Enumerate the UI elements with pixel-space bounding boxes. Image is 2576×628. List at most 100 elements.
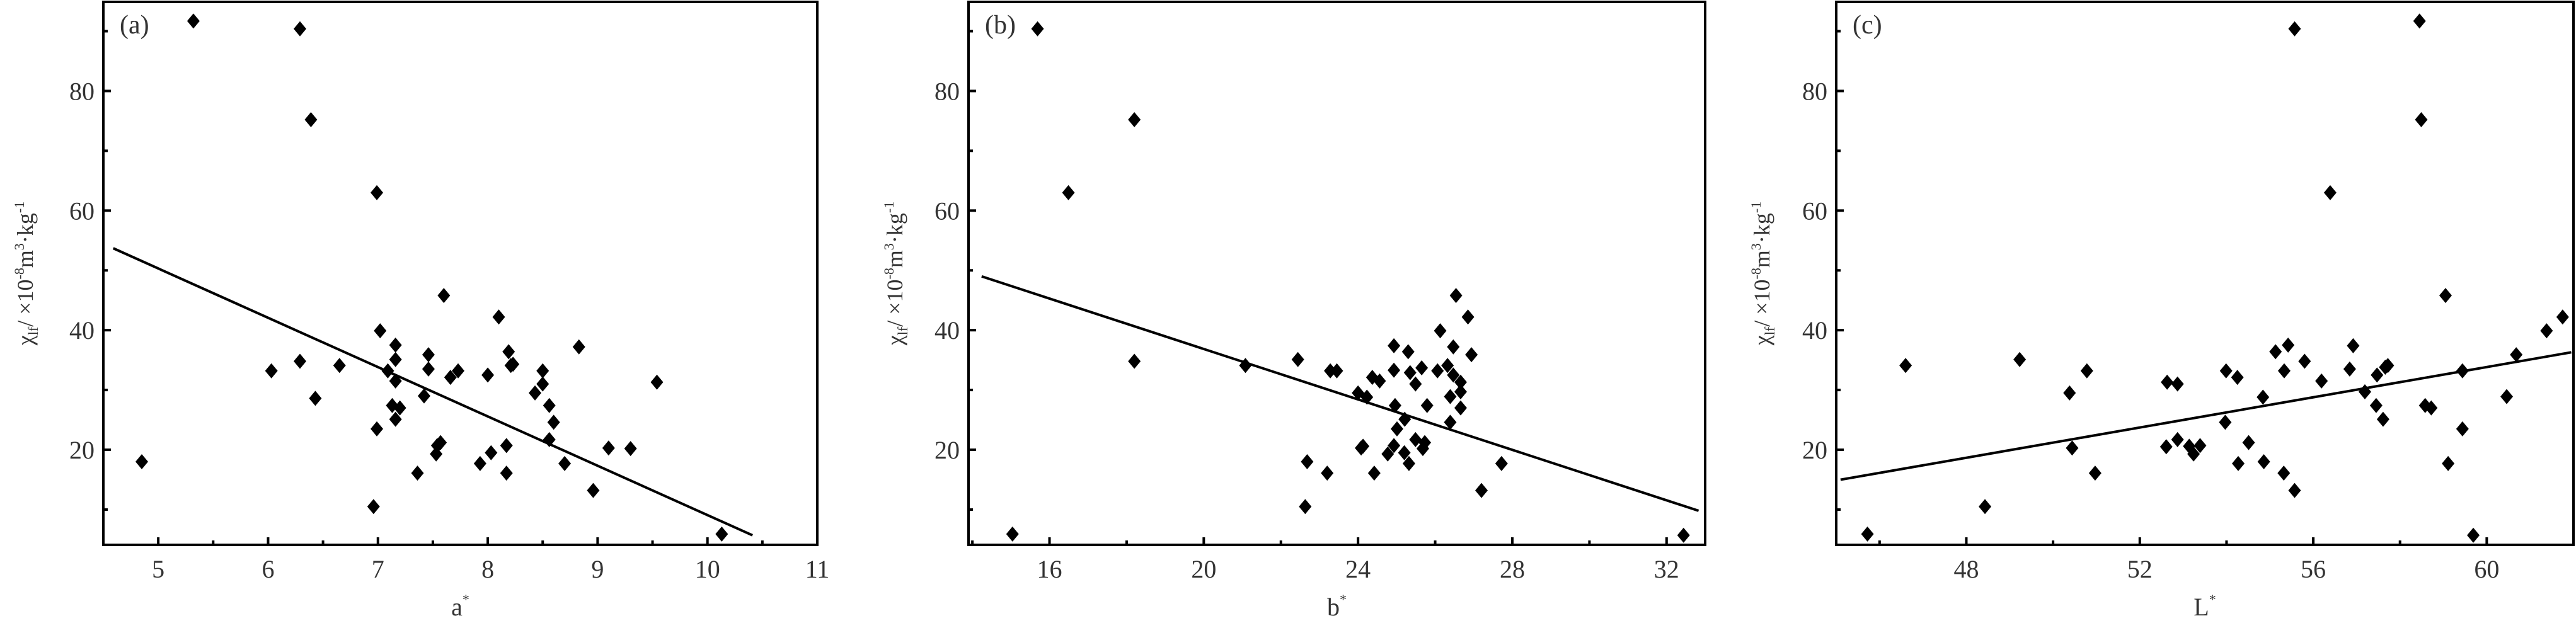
y-axis-label-part: -8 — [11, 268, 27, 279]
data-point — [1239, 358, 1252, 374]
data-point — [543, 397, 556, 413]
x-tick-label: 52 — [2127, 555, 2153, 583]
data-point — [1899, 358, 1912, 374]
data-point — [1677, 527, 1690, 543]
plot-frame — [1835, 1, 2575, 546]
data-point — [1431, 363, 1444, 379]
data-point — [1475, 482, 1488, 498]
data-point — [536, 363, 549, 379]
y-axis-label-part: lf — [895, 326, 911, 335]
y-axis-label-part: ·kg — [882, 213, 907, 243]
data-point — [265, 363, 278, 379]
data-point — [650, 374, 664, 390]
data-point — [1357, 438, 1370, 454]
data-point — [2323, 185, 2337, 200]
data-point — [2376, 411, 2389, 427]
data-point — [371, 185, 384, 200]
data-point — [2013, 351, 2027, 367]
data-point — [2467, 527, 2480, 543]
data-point — [2510, 347, 2523, 363]
x-axis-label-main: b — [1327, 593, 1340, 621]
x-tick-label: 11 — [805, 555, 830, 583]
y-axis-label-part: 3 — [1748, 243, 1764, 250]
data-point — [1031, 21, 1044, 37]
data-point — [2282, 337, 2295, 353]
y-axis-label-part: ·kg — [13, 213, 38, 243]
regression-line — [981, 275, 1699, 512]
x-axis-label: L* — [2194, 591, 2216, 621]
data-point — [1403, 365, 1417, 380]
y-axis-label-part: 3 — [881, 243, 897, 250]
data-point — [393, 400, 406, 416]
data-point — [2298, 353, 2311, 369]
y-axis-label-part: / ×10 — [1749, 279, 1774, 326]
panel-b: 20 40 60 80 16 20 24 28 32 b* χlf/ ×10-8m3·kg-1 (b) — [881, 1, 1706, 621]
y-axis-label-part: lf — [1762, 326, 1778, 335]
data-point — [2171, 431, 2184, 447]
y-axis-label-part: lf — [25, 326, 41, 335]
plot-frame — [102, 1, 819, 546]
y-axis-label-part: -1 — [881, 202, 897, 213]
panel-c: 20 40 60 80 48 52 56 60 L* χlf/ ×10-8m3·kg-1 (c) — [1748, 1, 2575, 621]
x-tick-label: 10 — [695, 555, 720, 583]
x-tick-label: 8 — [481, 555, 494, 583]
y-tick-label: 60 — [934, 197, 960, 225]
data-point — [1388, 362, 1401, 378]
data-point — [572, 339, 585, 355]
data-point — [2066, 440, 2079, 456]
data-point — [1062, 185, 1075, 200]
y-tick-label: 20 — [1802, 436, 1827, 464]
data-point — [2194, 438, 2207, 454]
y-axis-label-part: 3 — [11, 243, 27, 250]
y-axis-label-part: -1 — [1748, 202, 1764, 213]
data-point — [2231, 370, 2244, 385]
data-point — [500, 438, 513, 454]
data-point — [2171, 376, 2184, 392]
data-point — [135, 454, 149, 470]
data-point — [1291, 351, 1304, 367]
data-point — [1388, 397, 1401, 413]
data-point — [452, 363, 465, 379]
data-point — [1444, 414, 1457, 430]
data-point — [2277, 363, 2291, 379]
data-point — [1861, 526, 1874, 542]
x-tick-label: 20 — [1191, 555, 1216, 583]
data-point — [1465, 347, 1478, 363]
data-point — [2219, 363, 2233, 379]
data-point — [602, 440, 615, 456]
data-point — [294, 21, 307, 37]
data-point — [2369, 397, 2383, 413]
panel-label: (b) — [985, 11, 1016, 40]
y-axis-label-part: / ×10 — [882, 279, 907, 326]
data-point — [1388, 338, 1401, 353]
y-tick-label: 40 — [934, 316, 960, 345]
data-point — [547, 414, 560, 430]
data-point — [2371, 367, 2384, 383]
data-point — [624, 441, 637, 457]
data-point — [304, 112, 318, 128]
data-point — [2219, 414, 2232, 430]
panel-label: (a) — [120, 11, 149, 40]
data-point — [1434, 323, 1447, 339]
x-axis-label-main: a — [451, 593, 463, 621]
data-point — [2347, 338, 2360, 353]
data-point — [1449, 288, 1463, 304]
data-point — [1402, 455, 1415, 471]
data-point — [1398, 445, 1411, 460]
data-point — [2269, 344, 2282, 360]
x-tick-label: 7 — [372, 555, 384, 583]
x-tick-label: 16 — [1037, 555, 1062, 583]
x-axis-label: b* — [1327, 591, 1347, 621]
data-point — [500, 465, 513, 481]
y-axis-label: χlf/ ×10-8m3·kg-1 — [1748, 202, 1778, 346]
data-point — [2442, 455, 2455, 471]
data-point — [2358, 384, 2371, 399]
regression-line — [112, 247, 753, 537]
x-axis-label-superscript: * — [1340, 591, 1347, 607]
y-axis-label-part: -8 — [881, 268, 897, 279]
y-axis-label: χlf/ ×10-8m3·kg-1 — [11, 202, 41, 346]
x-axis-label-superscript: * — [463, 591, 469, 607]
data-point — [502, 344, 515, 360]
data-point — [1299, 499, 1312, 515]
